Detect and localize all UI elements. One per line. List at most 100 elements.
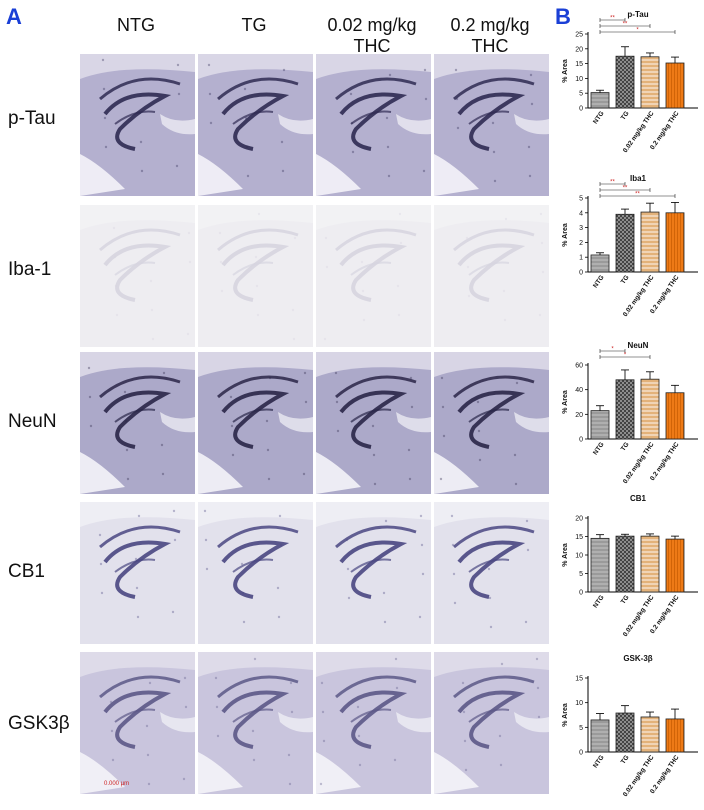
y-tick-label: 0 (579, 437, 583, 444)
chart-title: p-Tau (627, 10, 648, 19)
y-tick-label: 0 (579, 270, 583, 277)
column-header-ntg: NTG (117, 15, 155, 35)
micrograph-r2-c3 (316, 205, 431, 347)
micrograph-r5-c2 (198, 652, 313, 794)
sig-marker: * (624, 353, 627, 359)
sig-marker: * (636, 28, 639, 34)
micrograph-r1-c1 (80, 54, 195, 196)
y-tick-label: 0 (579, 106, 583, 113)
sig-marker: * (611, 347, 614, 353)
x-tick-label: TG (620, 441, 631, 452)
bar-3 (640, 378, 660, 440)
y-tick-label: 5 (579, 196, 583, 203)
column-header-low-dose: 0.02 mg/kg THC (327, 15, 417, 56)
y-axis-label: % Area (562, 543, 569, 567)
micrograph-r2-c1 (80, 205, 195, 347)
y-tick-label: 4 (579, 210, 583, 217)
x-tick-label: NTG (592, 110, 606, 125)
bar-1 (590, 719, 610, 753)
column-header-tg: TG (241, 15, 267, 35)
row-label-ptau: p-Tau (8, 108, 56, 129)
column-header-high-dose: 0.2 mg/kg THC (450, 15, 530, 56)
y-tick-label: 3 (579, 225, 583, 232)
micrograph-r3-c3 (316, 352, 431, 494)
y-axis-label: % Area (562, 703, 569, 727)
bar-2 (615, 379, 635, 440)
bar-1 (590, 410, 610, 440)
y-tick-label: 20 (575, 412, 583, 419)
micrograph-r1-c3 (316, 54, 431, 196)
bar-1 (590, 254, 610, 273)
bar-2 (615, 213, 635, 273)
y-tick-label: 2 (579, 240, 583, 247)
x-tick-label: NTG (592, 274, 606, 289)
bar-3 (640, 535, 660, 593)
row-label-cb1: CB1 (8, 561, 45, 582)
y-tick-label: 15 (575, 61, 583, 68)
y-tick-label: 15 (575, 676, 583, 683)
micrograph-r5-c4 (434, 652, 549, 794)
row-label-iba1: Iba-1 (8, 259, 52, 280)
row-label-gsk3b: GSK3β (8, 713, 70, 734)
micrograph-r1-c2 (198, 54, 313, 196)
bar-4 (665, 718, 685, 753)
bar-2 (615, 712, 635, 753)
micrograph-r1-c4 (434, 54, 549, 196)
sig-marker: ** (610, 16, 615, 22)
micrograph-r4-c2 (198, 502, 313, 644)
micrograph-r2-c4 (434, 205, 549, 347)
y-tick-label: 10 (575, 700, 583, 707)
x-tick-label: NTG (592, 441, 606, 456)
micrograph-r5-c3 (316, 652, 431, 794)
y-tick-label: 1 (579, 255, 583, 262)
x-tick-label: TG (620, 274, 631, 285)
bar-4 (665, 212, 685, 273)
sig-marker: ** (635, 192, 640, 198)
x-tick-label: NTG (592, 594, 606, 609)
micrograph-r4-c1 (80, 502, 195, 644)
chart-title: CB1 (630, 494, 647, 503)
bar-1 (590, 537, 610, 593)
y-tick-label: 40 (575, 387, 583, 394)
y-tick-label: 25 (575, 32, 583, 39)
y-tick-label: 20 (575, 46, 583, 53)
y-tick-label: 15 (575, 534, 583, 541)
bar-3 (640, 56, 660, 109)
micrograph-r4-c3 (316, 502, 431, 644)
chart-title: NeuN (628, 341, 649, 350)
y-tick-label: 20 (575, 516, 583, 523)
sig-marker: ** (623, 186, 628, 192)
x-tick-label: TG (620, 754, 631, 765)
panel-b-label: B (555, 4, 571, 29)
row-label-neun: NeuN (8, 411, 57, 432)
micrograph-r3-c1 (80, 352, 195, 494)
sig-marker: ** (610, 180, 615, 186)
x-tick-label: TG (620, 110, 631, 121)
bar-4 (665, 392, 685, 440)
y-tick-label: 5 (579, 91, 583, 98)
micrograph-r3-c2 (198, 352, 313, 494)
x-tick-label: TG (620, 594, 631, 605)
bar-4 (665, 538, 685, 593)
sig-marker: ** (623, 22, 628, 28)
scale-bar-label: 0.000 µm (104, 781, 130, 787)
x-tick-label: NTG (592, 754, 606, 769)
y-axis-label: % Area (562, 59, 569, 83)
y-tick-label: 10 (575, 553, 583, 560)
bar-3 (640, 211, 660, 273)
bar-3 (640, 716, 660, 753)
y-tick-label: 60 (575, 363, 583, 370)
chart-title: GSK-3β (623, 654, 652, 663)
y-tick-label: 0 (579, 590, 583, 597)
y-tick-label: 5 (579, 571, 583, 578)
chart-title: Iba1 (630, 174, 647, 183)
y-tick-label: 5 (579, 725, 583, 732)
panel-a-label: A (6, 4, 22, 29)
micrograph-r2-c2 (198, 205, 313, 347)
bar-2 (615, 55, 635, 109)
